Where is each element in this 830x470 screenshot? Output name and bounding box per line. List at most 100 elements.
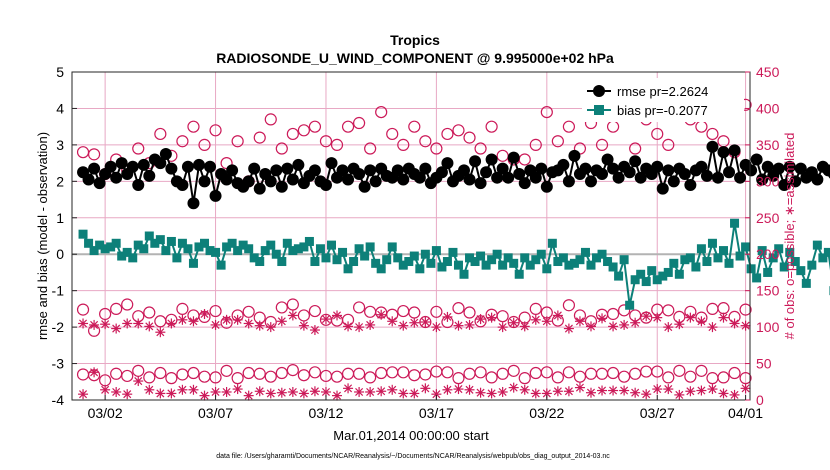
possible-obs-marker (87, 324, 101, 337)
asterisk-stroke (553, 387, 562, 396)
bias-point (437, 262, 447, 272)
asterisk-stroke (564, 324, 573, 333)
assimilated-obs-marker (519, 384, 530, 395)
assimilated-obs-marker (276, 387, 287, 398)
assimilated-obs-marker (652, 312, 663, 323)
rmse-point (584, 175, 597, 188)
asterisk-stroke (520, 322, 529, 331)
asterisk-stroke (708, 323, 717, 332)
possible-obs-marker (286, 298, 299, 311)
bias-point (691, 262, 701, 272)
possible-obs-marker (275, 142, 288, 155)
legend-bias-marker (594, 105, 604, 115)
asterisk-stroke (609, 322, 618, 331)
bias-point (553, 257, 563, 267)
rmse-point (794, 162, 807, 175)
asterisk-stroke (344, 384, 353, 393)
rmse-point (88, 162, 101, 175)
assimilated-obs-marker (530, 314, 541, 325)
asterisk-stroke (244, 319, 253, 328)
assimilated-obs-marker (718, 312, 729, 323)
possible-obs-marker (485, 371, 498, 384)
rmse-point (601, 153, 614, 166)
asterisk-stroke (255, 387, 264, 396)
assimilated-obs-marker (729, 318, 740, 329)
bias-point (453, 260, 463, 270)
possible-obs-marker (397, 138, 410, 151)
possible-obs-marker (275, 366, 288, 380)
possible-obs-marker (430, 142, 443, 155)
rmse-point (319, 178, 332, 191)
possible-obs-marker (507, 315, 520, 329)
bias-point (614, 271, 624, 281)
bias-series (78, 218, 830, 310)
bias-point (315, 244, 325, 254)
possible-obs-marker (364, 371, 377, 384)
possible-obs-marker (739, 303, 752, 316)
assimilated-obs-marker (144, 384, 155, 395)
bias-point (718, 246, 728, 256)
x-tick-label: 03/27 (640, 405, 675, 421)
rmse-point (756, 173, 769, 186)
bias-point (558, 253, 568, 263)
rmse-point (789, 175, 802, 188)
bias-point (277, 257, 287, 267)
assimilated-obs-marker (210, 319, 221, 330)
possible-obs-marker (441, 127, 454, 141)
rmse-point (513, 168, 526, 181)
rmse-point (192, 158, 205, 171)
bias-point (707, 238, 717, 248)
possible-obs-marker (529, 302, 542, 315)
possible-obs-marker (562, 366, 576, 379)
rmse-point (353, 168, 366, 181)
assimilated-obs-marker (320, 314, 331, 325)
asterisk-stroke (310, 387, 319, 396)
asterisk-stroke (542, 317, 551, 326)
bias-point (233, 246, 243, 256)
possible-obs-marker (673, 364, 686, 377)
asterisk-stroke (355, 323, 364, 332)
bias-point (470, 257, 480, 267)
possible-obs-marker (176, 135, 189, 148)
rmse-point (220, 173, 233, 186)
asterisk-stroke (708, 385, 717, 394)
asterisk-stroke (244, 391, 253, 400)
bias-point (652, 275, 662, 285)
bias-point (304, 236, 314, 246)
possible-obs-marker (684, 305, 697, 318)
rmse-point (656, 182, 669, 195)
bias-point (404, 257, 414, 267)
bias-point (111, 238, 121, 248)
possible-obs-marker (419, 315, 432, 329)
rmse-point (734, 171, 747, 184)
possible-obs-marker (165, 313, 178, 326)
possible-obs-marker (198, 138, 211, 151)
possible-obs-marker (684, 370, 697, 383)
possible-obs-marker (253, 311, 266, 324)
left-tick-label: 0 (56, 246, 64, 262)
rmse-point (176, 178, 189, 191)
possible-obs-marker (87, 148, 101, 161)
possible-obs-marker (562, 120, 576, 133)
possible-obs-marker (695, 311, 708, 324)
possible-obs-marker (474, 366, 487, 379)
asterisk-stroke (498, 387, 507, 397)
assimilated-obs-marker (199, 308, 210, 319)
bias-point (271, 249, 281, 259)
possible-obs-marker (253, 367, 266, 380)
bias-point (597, 249, 607, 259)
rmse-point (253, 182, 266, 195)
asterisk-stroke (741, 321, 750, 330)
bias-point (183, 244, 193, 254)
rmse-point (629, 155, 642, 168)
assimilated-obs-marker (674, 389, 685, 400)
assimilated-obs-marker (519, 321, 530, 332)
rmse-point (275, 180, 288, 193)
rmse-point (480, 166, 493, 179)
right-tick-label: 250 (756, 210, 780, 226)
possible-obs-marker (540, 306, 553, 319)
assimilated-obs-marker (663, 384, 674, 395)
rmse-point (281, 162, 294, 175)
assimilated-obs-marker (707, 322, 718, 333)
possible-obs-marker (728, 366, 741, 380)
